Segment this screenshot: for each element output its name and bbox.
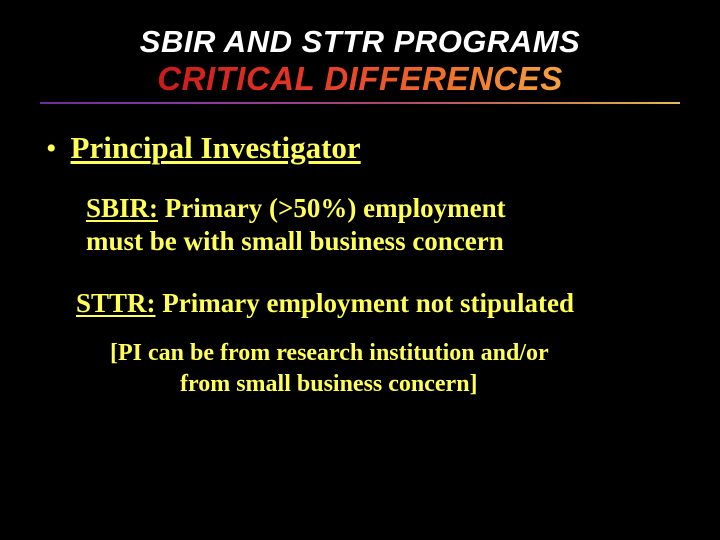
note-line1: [PI can be from research institution and… [110, 340, 549, 366]
slide-title: SBIR AND STTR PROGRAMS CRITICAL DIFFEREN… [40, 24, 680, 98]
sbir-paragraph: SBIR: Primary (>50%) employment must be … [86, 192, 680, 258]
sbir-line1: Primary (>50%) employment [158, 193, 506, 223]
sbir-line2: must be with small business concern [86, 226, 504, 256]
note-line2: from small business concern] [180, 369, 680, 400]
sttr-paragraph: STTR: Primary employment not stipulated [76, 287, 680, 320]
sttr-rest: Primary employment not stipulated [156, 288, 574, 318]
sttr-note: [PI can be from research institution and… [110, 338, 680, 399]
title-line-1: SBIR AND STTR PROGRAMS [40, 24, 680, 60]
bullet-item: • Principal Investigator [46, 130, 680, 166]
sttr-label: STTR: [76, 288, 156, 318]
sbir-label: SBIR: [86, 193, 158, 223]
slide: SBIR AND STTR PROGRAMS CRITICAL DIFFEREN… [0, 0, 720, 540]
title-line-2: CRITICAL DIFFERENCES [157, 60, 562, 98]
bullet-text: Principal Investigator [71, 130, 361, 166]
bullet-marker: • [46, 134, 57, 164]
horizontal-rule [40, 102, 680, 104]
